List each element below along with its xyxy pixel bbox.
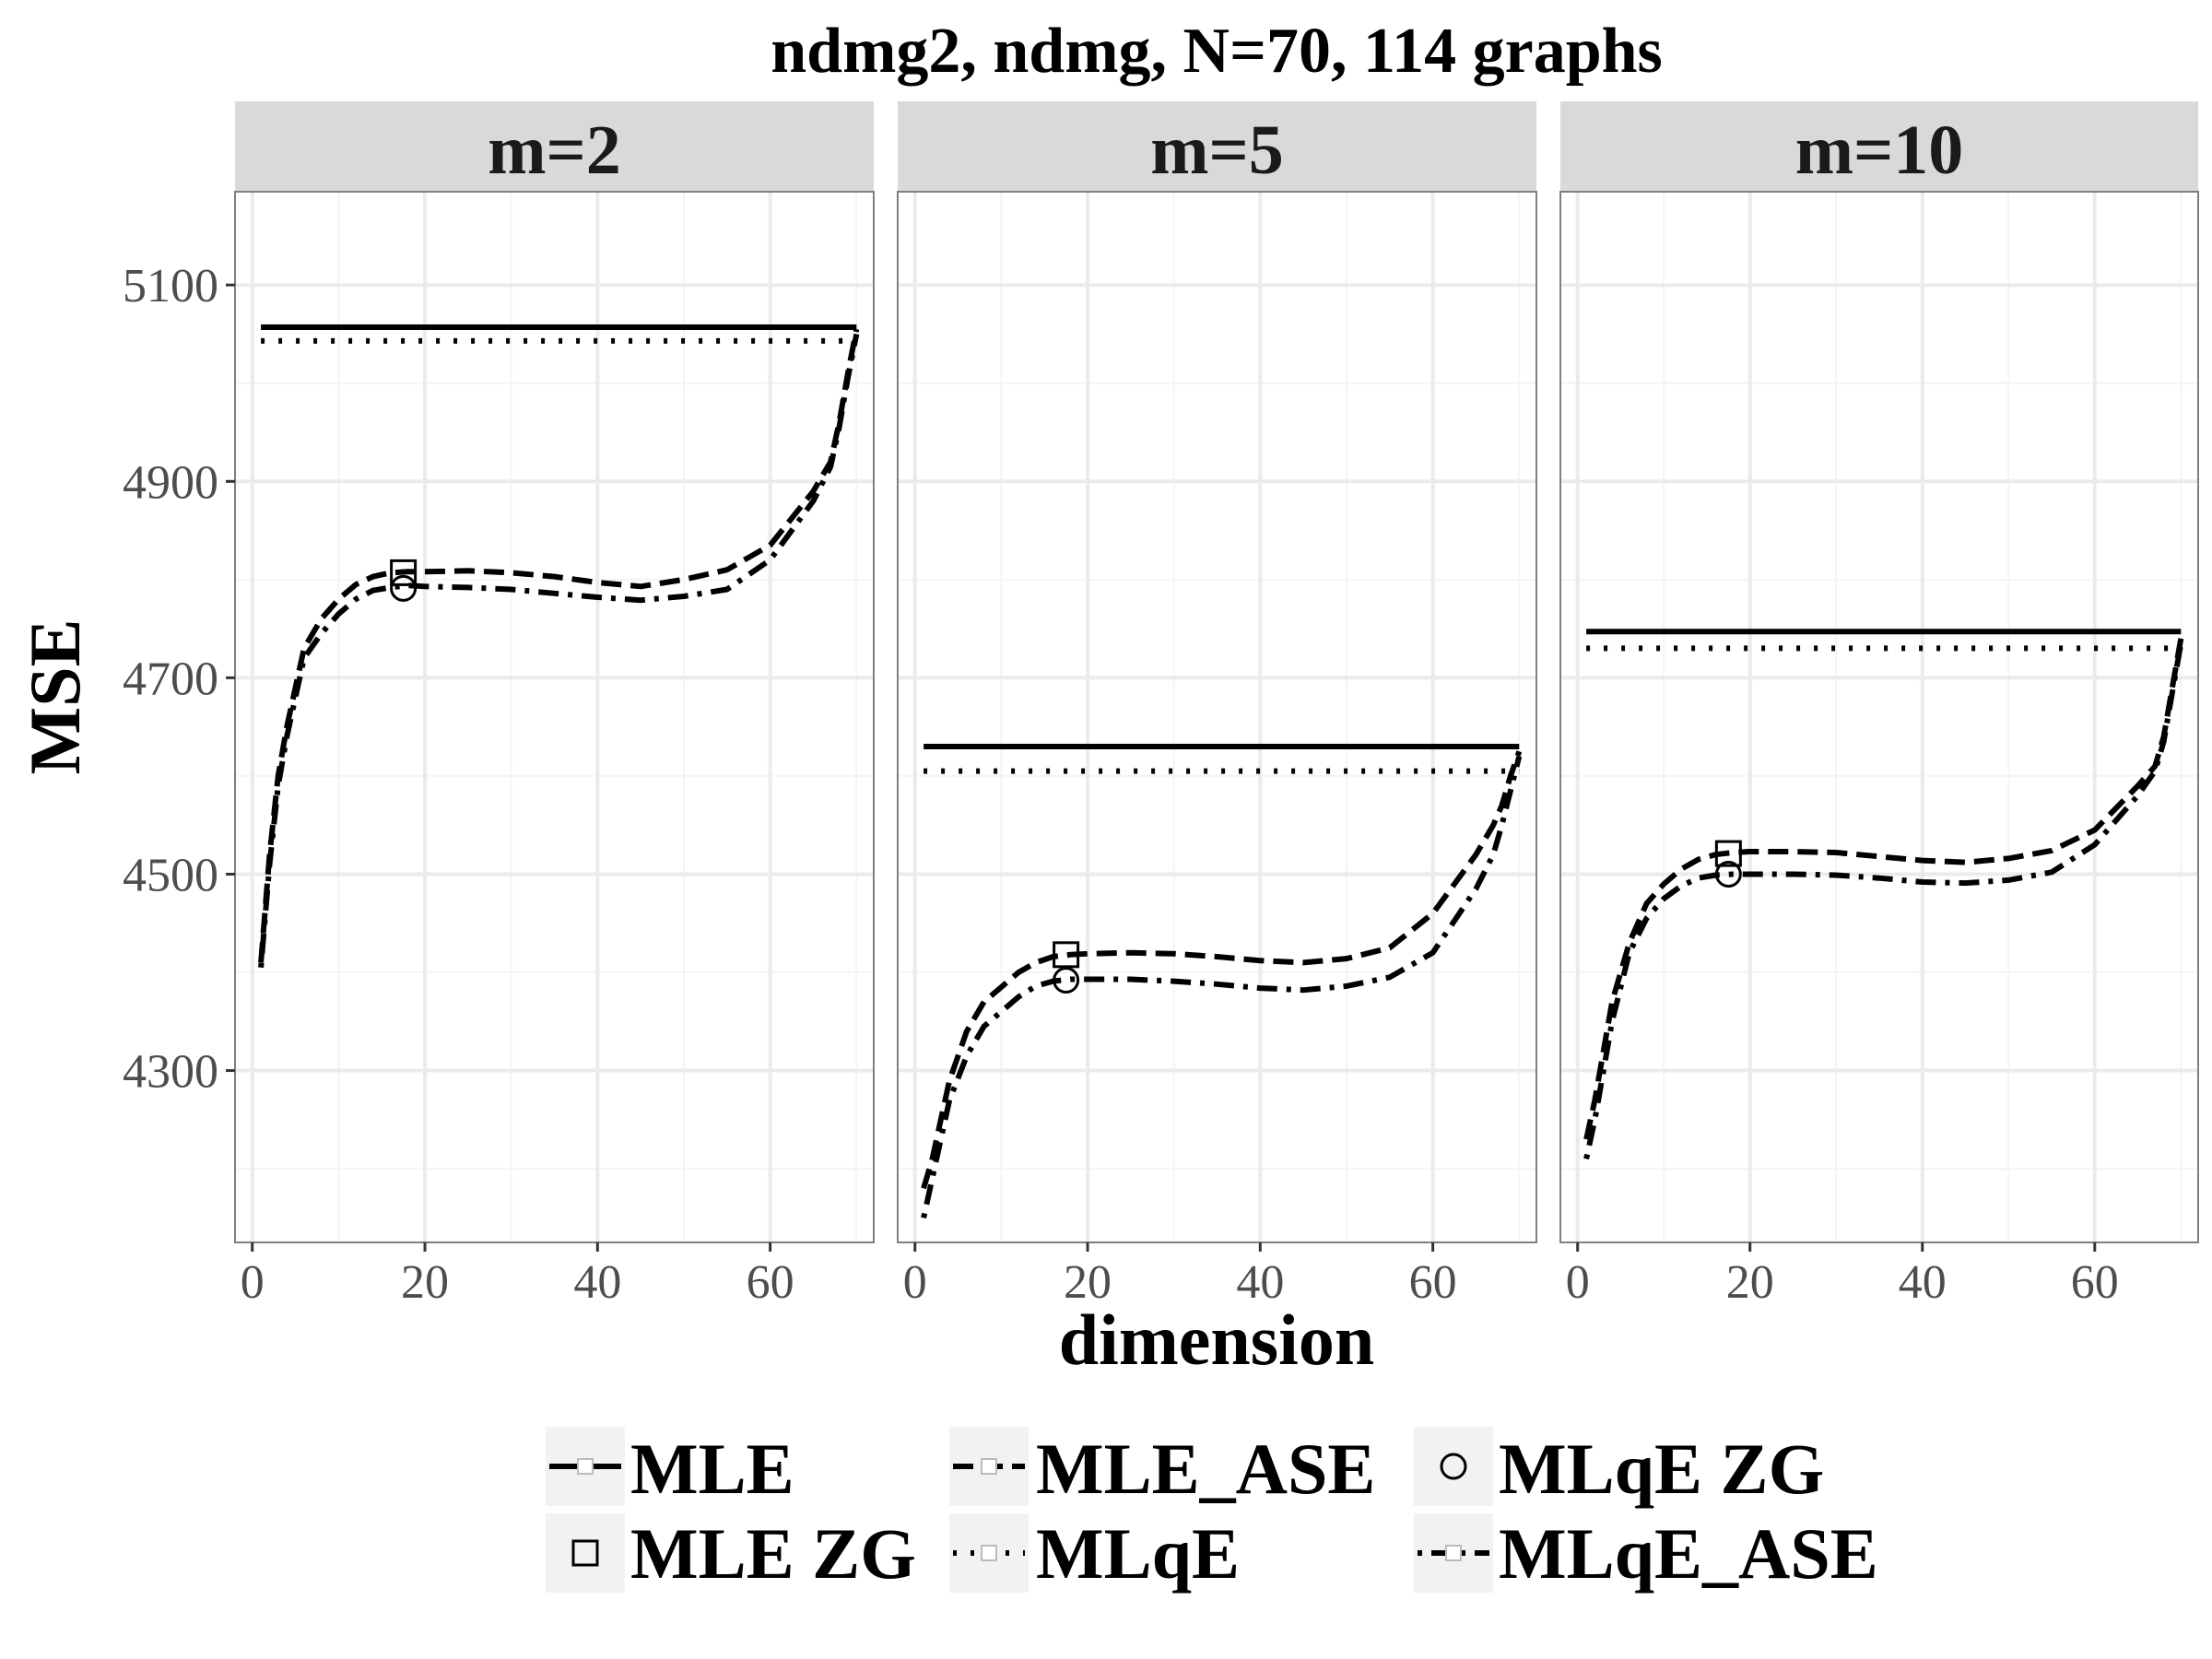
panel-m10: m=10 0 20 40 60 bbox=[1559, 101, 2199, 1309]
legend-mle-key-mini-square bbox=[577, 1458, 594, 1475]
y-tick-label: 4500 bbox=[123, 849, 218, 901]
panel-m5-point-mlqe-zg bbox=[1053, 967, 1080, 994]
panel-m5-x-tick-label: 60 bbox=[1409, 1256, 1457, 1309]
panel-m10-x-tick-label: 20 bbox=[1726, 1256, 1774, 1309]
legend-mle-zg-label: MLE ZG bbox=[630, 1513, 916, 1594]
panel-m5: m=5 0 20 40 60 bbox=[897, 101, 1537, 1309]
panel-m5-background bbox=[898, 192, 1536, 1242]
legend-mlqe-zg-label: MLqE ZG bbox=[1499, 1429, 1824, 1509]
panel-m2-strip-label: m=2 bbox=[488, 112, 621, 189]
legend-mle-zg-key-bg bbox=[546, 1513, 625, 1593]
panel-m2-x-tick-label: 0 bbox=[241, 1256, 265, 1309]
panel-m10-strip bbox=[1560, 101, 2198, 192]
chart-title: ndmg2, ndmg, N=70, 114 graphs bbox=[771, 16, 1663, 87]
panel-m5-border bbox=[897, 191, 1537, 1243]
legend-mle-ase-label: MLE_ASE bbox=[1036, 1429, 1375, 1509]
legend-mlqe-zg-key-circle bbox=[1440, 1453, 1467, 1480]
y-tick-label: 4900 bbox=[123, 456, 218, 509]
legend-mlqe-ase-label: MLqE_ASE bbox=[1499, 1513, 1878, 1594]
legend-mlqe-ase: MLqE_ASE bbox=[1414, 1513, 1878, 1594]
panel-m2-series-mlqe-ase bbox=[258, 333, 860, 968]
y-axis-title: MSE bbox=[15, 618, 95, 774]
panel-m2-x-tick-label: 20 bbox=[401, 1256, 449, 1309]
panel-m5-series-mle-ase bbox=[921, 750, 1523, 1190]
panel-m2-x-tick-label: 60 bbox=[747, 1256, 794, 1309]
panel-m5-series-mlqe-ase bbox=[921, 755, 1523, 1219]
panel-m10-strip-label: m=10 bbox=[1795, 112, 1964, 189]
panel-m5-strip-label: m=5 bbox=[1150, 112, 1284, 189]
legend-mlqe-zg: MLqE ZG bbox=[1414, 1427, 1824, 1509]
x-axis-title: dimension bbox=[1059, 1300, 1374, 1380]
legend-mlqe-key-mini-square bbox=[981, 1545, 997, 1561]
panel-m2-point-mle-zg bbox=[390, 559, 418, 586]
legend-mlqe-ase-key-mini-square bbox=[1445, 1545, 1462, 1561]
panel-m5-x-tick-label: 0 bbox=[903, 1256, 927, 1309]
panel-m2-x-tick-label: 40 bbox=[573, 1256, 621, 1309]
panel-m2-background bbox=[235, 192, 874, 1242]
legend-mlqe: MLqE bbox=[949, 1513, 1240, 1594]
panel-m10-x-tick-label: 0 bbox=[1566, 1256, 1590, 1309]
panel-m10-series-mle-ase bbox=[1583, 638, 2184, 1140]
legend-mle-zg: MLE ZG bbox=[546, 1513, 916, 1594]
panel-m2-series-mle-ase bbox=[258, 328, 860, 963]
legend-mle-zg-key-square bbox=[571, 1539, 599, 1567]
legend: MLE MLE_ASE MLqE ZG MLE ZG MLqE MLqE_ASE bbox=[546, 1427, 1878, 1594]
panels-layer: m=2 0 20 40 60 4300 4500 4700 4900 5100 m=5 0 20 40 60… bbox=[123, 101, 2199, 1309]
legend-mle: MLE bbox=[546, 1427, 794, 1509]
panel-m10-border bbox=[1559, 191, 2199, 1243]
legend-mle-ase: MLE_ASE bbox=[949, 1427, 1375, 1509]
panel-m10-background bbox=[1560, 192, 2198, 1242]
panel-m10-point-mle-zg bbox=[1714, 840, 1742, 867]
panel-m2-border bbox=[234, 191, 875, 1243]
y-tick-label: 5100 bbox=[123, 260, 218, 312]
panel-m2-strip bbox=[235, 101, 874, 192]
legend-mle-label: MLE bbox=[630, 1429, 794, 1509]
panel-m2-point-mlqe-zg bbox=[390, 574, 418, 602]
panel-m10-series-mlqe-ase bbox=[1583, 642, 2184, 1160]
panel-m10-x-tick-label: 60 bbox=[2071, 1256, 2119, 1309]
panel-m5-strip bbox=[898, 101, 1536, 192]
panel-m5-x-tick-label: 20 bbox=[1064, 1256, 1112, 1309]
legend-mlqe-zg-key-bg bbox=[1414, 1427, 1493, 1506]
y-tick-label: 4700 bbox=[123, 653, 218, 705]
panel-m5-point-mle-zg bbox=[1053, 941, 1080, 969]
y-tick-label: 4300 bbox=[123, 1046, 218, 1099]
legend-mle-ase-key-mini-square bbox=[981, 1458, 997, 1475]
panel-m2: m=2 0 20 40 60 4300 4500 4700 4900 5100 bbox=[123, 101, 875, 1309]
legend-mlqe-label: MLqE bbox=[1036, 1513, 1240, 1594]
panel-m5-x-tick-label: 40 bbox=[1236, 1256, 1284, 1309]
panel-m10-point-mlqe-zg bbox=[1714, 860, 1742, 888]
panel-m10-x-tick-label: 40 bbox=[1899, 1256, 1947, 1309]
